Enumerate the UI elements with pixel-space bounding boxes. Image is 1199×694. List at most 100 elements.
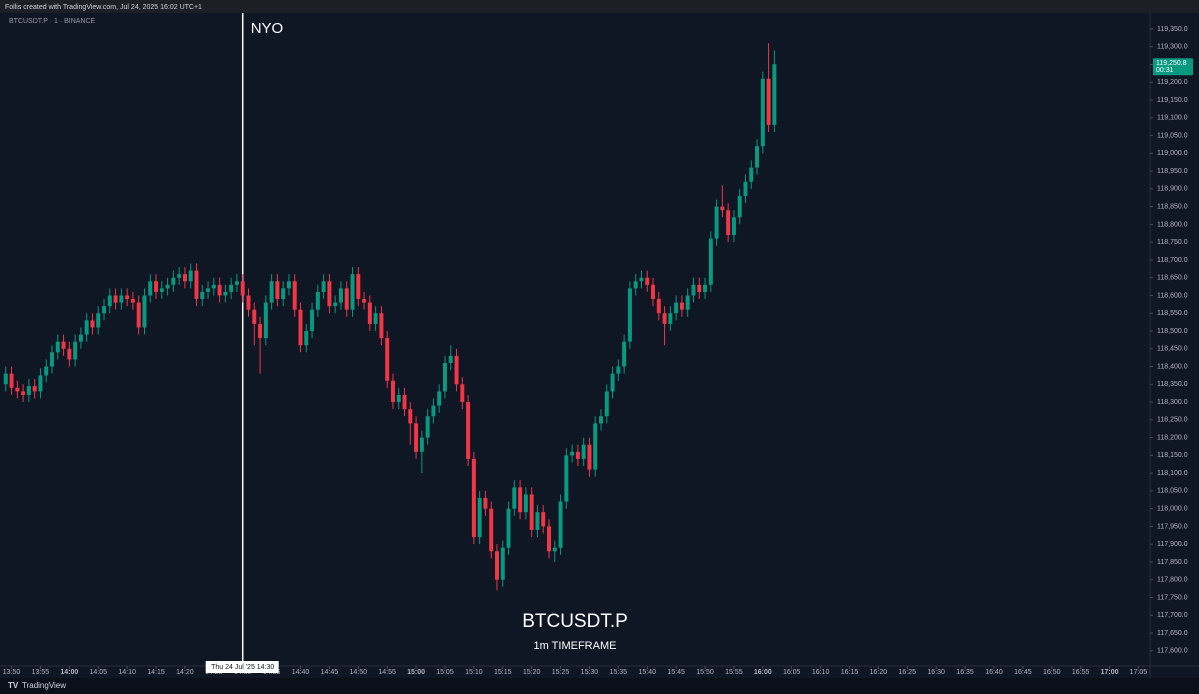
y-tick-label: 118,050.0 [1157,488,1188,495]
footer: TradingView [22,681,66,690]
x-tick-label: 14:20 [176,669,194,676]
candle-body [333,302,338,307]
y-tick-label: 119,100.0 [1157,115,1188,122]
footer-bar [0,678,1199,694]
y-tick-label: 118,500.0 [1157,328,1188,335]
y-tick-label: 118,600.0 [1157,292,1188,299]
candle-body [442,362,447,392]
candle-body [182,274,187,282]
candle-body [651,284,656,300]
y-tick-label: 118,000.0 [1157,506,1188,513]
candle-body [159,288,164,292]
candle-body [668,313,673,324]
candle-body [171,277,176,285]
candle-body [639,277,644,282]
x-tick-label: 16:40 [985,669,1003,676]
candle-body [494,551,499,580]
candle-body [731,217,736,236]
candle-body [73,341,78,360]
candle-body [21,391,26,395]
candle-body [656,299,661,314]
chart-subtitle: 1m TIMEFRAME [534,640,617,652]
candle-body [587,444,592,470]
candle-body [610,373,615,392]
candle-body [431,405,436,417]
candle-body [32,386,37,392]
x-tick-label: 14:15 [147,669,165,676]
candle-body [575,451,580,459]
candle-body [154,281,159,292]
candle-body [512,487,517,509]
x-tick-label: 16:25 [899,669,917,676]
x-tick-label: 15:20 [523,669,541,676]
candle-body [142,295,147,328]
x-tick-label: 16:45 [1014,669,1032,676]
y-tick-label: 118,400.0 [1157,363,1188,370]
candle-body [414,423,419,452]
candle-body [396,394,401,403]
candle-body [200,291,205,300]
candle-body [760,78,765,147]
candle-body [379,313,384,339]
session-label: NYO [251,20,284,37]
candle-body [622,341,627,367]
y-tick-label: 119,300.0 [1157,44,1188,51]
candle-body [402,394,407,410]
candle-body [518,487,523,513]
candle-body [252,309,257,324]
cursor-label-box [205,661,279,673]
x-tick-label: 13:55 [32,669,50,676]
candle-body [662,313,667,324]
candle-body [15,387,20,392]
candle-body [165,284,170,289]
candle-body [9,373,14,388]
x-tick-label: 16:10 [812,669,830,676]
y-tick-label: 119,150.0 [1157,97,1188,104]
x-tick-label: 15:45 [667,669,685,676]
candle-body [26,386,31,395]
top-bar [0,0,1199,13]
candle-body [558,501,563,548]
candle-body [281,288,286,300]
candle-body [206,288,211,292]
candle-body [697,284,702,292]
x-tick-label: 14:05 [89,669,107,676]
candle-body [286,281,291,289]
y-tick-label: 118,200.0 [1157,434,1188,441]
candle-body [604,391,609,417]
y-tick-label: 117,900.0 [1157,541,1188,548]
candle-body [298,309,303,346]
candle-body [500,547,505,580]
candle-body [327,281,332,307]
candle-body [535,512,540,530]
y-tick-label: 117,800.0 [1157,577,1188,584]
candle-body [61,341,66,349]
candle-body [570,451,575,456]
candle-body [304,331,309,346]
candle-body [102,306,107,314]
candle-body [581,444,586,459]
y-tick-label: 118,550.0 [1157,310,1188,317]
candle-body [726,210,731,236]
candle-body [627,288,632,342]
candle-body [616,366,621,374]
x-tick-label: 14:55 [378,669,396,676]
x-tick-label: 15:35 [610,669,628,676]
candle-body [419,437,424,452]
candle-body [633,281,638,289]
last-price-box [1153,58,1193,76]
candle-body [599,416,604,424]
x-tick-label: 15:25 [552,669,570,676]
candle-body [691,284,696,296]
candle-body [130,299,135,303]
y-tick-label: 118,950.0 [1157,168,1188,175]
last-price-label: 119,250.8 [1156,60,1187,67]
candle-body [107,295,112,307]
y-tick-label: 117,750.0 [1157,594,1188,601]
candle-body [263,302,268,339]
x-tick-label: 17:05 [1130,669,1148,676]
candle-body [477,498,482,538]
candle-body [211,284,216,289]
candle-body [84,320,89,335]
